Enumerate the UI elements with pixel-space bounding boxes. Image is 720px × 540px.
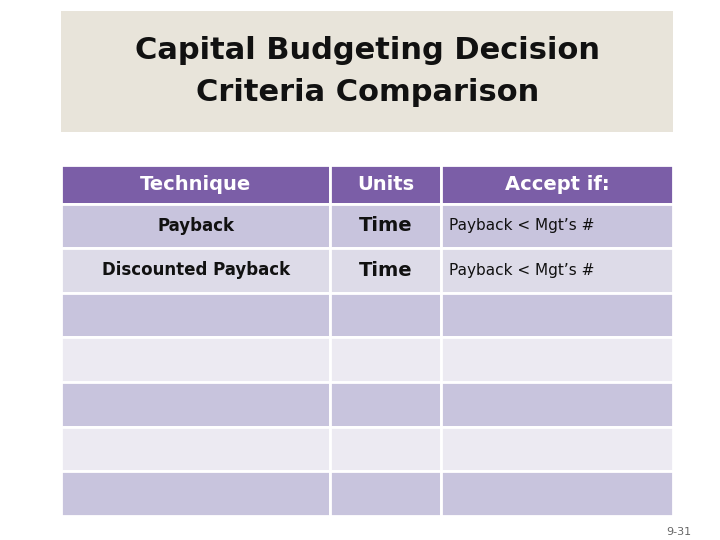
FancyBboxPatch shape [330, 338, 441, 382]
FancyBboxPatch shape [441, 293, 673, 338]
FancyBboxPatch shape [61, 471, 330, 516]
FancyBboxPatch shape [330, 427, 441, 471]
Text: Units: Units [357, 174, 414, 194]
FancyBboxPatch shape [441, 382, 673, 427]
Text: Payback: Payback [158, 217, 234, 235]
FancyBboxPatch shape [441, 248, 673, 293]
Text: Accept if:: Accept if: [505, 174, 609, 194]
Text: Discounted Payback: Discounted Payback [102, 261, 290, 280]
FancyBboxPatch shape [441, 427, 673, 471]
Text: 9-31: 9-31 [666, 527, 691, 537]
Text: Technique: Technique [140, 174, 251, 194]
FancyBboxPatch shape [441, 471, 673, 516]
FancyBboxPatch shape [441, 165, 673, 204]
FancyBboxPatch shape [61, 338, 330, 382]
FancyBboxPatch shape [330, 293, 441, 338]
FancyBboxPatch shape [330, 165, 441, 204]
FancyBboxPatch shape [61, 427, 330, 471]
FancyBboxPatch shape [61, 11, 673, 132]
Text: Time: Time [359, 217, 413, 235]
Text: Payback < Mgt’s #: Payback < Mgt’s # [449, 218, 595, 233]
FancyBboxPatch shape [330, 248, 441, 293]
FancyBboxPatch shape [441, 204, 673, 248]
FancyBboxPatch shape [330, 382, 441, 427]
Text: Payback < Mgt’s #: Payback < Mgt’s # [449, 263, 595, 278]
FancyBboxPatch shape [61, 204, 330, 248]
FancyBboxPatch shape [330, 204, 441, 248]
FancyBboxPatch shape [61, 248, 330, 293]
FancyBboxPatch shape [61, 165, 330, 204]
Text: Time: Time [359, 261, 413, 280]
FancyBboxPatch shape [61, 293, 330, 338]
FancyBboxPatch shape [61, 382, 330, 427]
FancyBboxPatch shape [441, 338, 673, 382]
Text: Capital Budgeting Decision
Criteria Comparison: Capital Budgeting Decision Criteria Comp… [135, 36, 600, 107]
FancyBboxPatch shape [330, 471, 441, 516]
